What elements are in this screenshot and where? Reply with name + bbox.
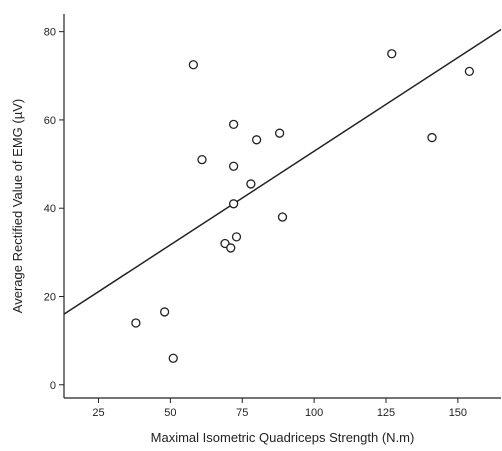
data-point	[198, 156, 206, 164]
data-point	[132, 319, 140, 327]
data-point	[253, 136, 261, 144]
y-ticks: 0 20 40 60 80	[44, 27, 64, 392]
y-tick-label: 20	[44, 291, 56, 303]
y-tick-label: 60	[44, 115, 56, 127]
data-point	[230, 200, 238, 208]
data-point	[247, 180, 255, 188]
data-point	[279, 213, 287, 221]
y-tick-label: 0	[50, 380, 56, 392]
y-tick-label: 80	[44, 27, 56, 39]
data-point	[227, 244, 235, 252]
x-tick-label: 100	[305, 407, 323, 419]
data-point	[388, 50, 396, 58]
data-point	[276, 129, 284, 137]
data-point	[161, 308, 169, 316]
data-point	[230, 162, 238, 170]
data-point	[233, 233, 241, 241]
data-point	[465, 67, 473, 75]
y-tick-label: 40	[44, 203, 56, 215]
x-tick-label: 25	[92, 407, 104, 419]
x-tick-label: 150	[449, 407, 467, 419]
x-axis-title: Maximal Isometric Quadriceps Strength (N…	[151, 430, 415, 445]
x-tick-label: 75	[236, 407, 248, 419]
fit-line-group	[64, 29, 501, 314]
data-point	[169, 354, 177, 362]
x-tick-label: 125	[377, 407, 395, 419]
points-group	[132, 50, 474, 363]
data-point	[230, 120, 238, 128]
regression-line	[64, 29, 501, 314]
data-point	[428, 134, 436, 142]
y-axis-title: Average Rectified Value of EMG (µV)	[10, 99, 25, 313]
x-tick-label: 50	[164, 407, 176, 419]
x-ticks: 25 50 75 100 125 150	[92, 398, 467, 419]
data-point	[189, 61, 197, 69]
